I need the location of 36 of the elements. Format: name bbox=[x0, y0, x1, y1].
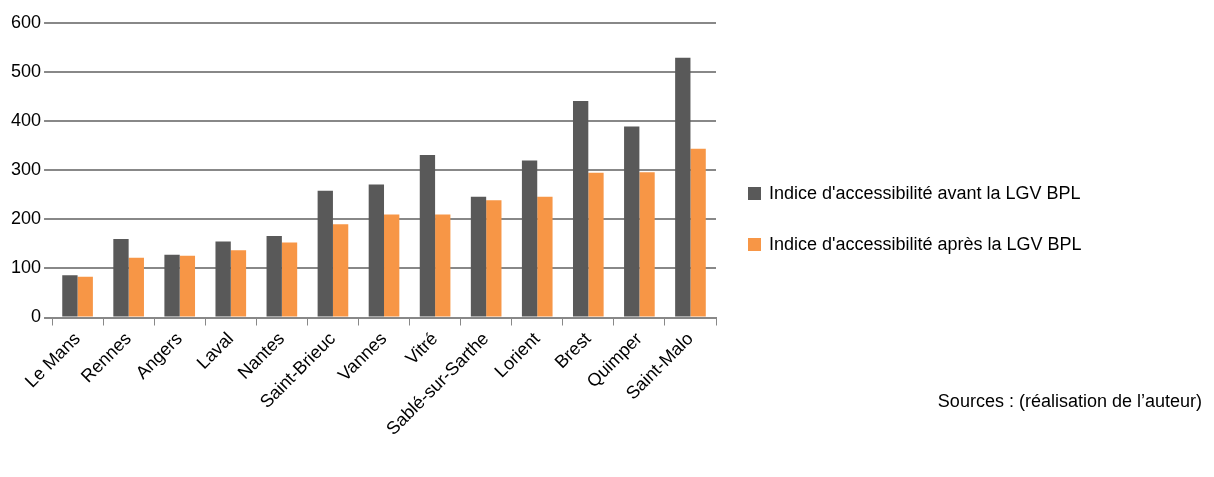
bar bbox=[266, 236, 282, 317]
bar bbox=[77, 276, 93, 317]
y-tick-label: 300 bbox=[10, 159, 42, 180]
bar bbox=[128, 257, 144, 317]
bar bbox=[230, 250, 247, 317]
bar bbox=[332, 224, 349, 317]
y-tick-label: 600 bbox=[10, 11, 42, 32]
y-tick-label: 200 bbox=[10, 208, 42, 229]
legend-label: Indice d'accessibilité avant la LGV BPL bbox=[769, 183, 1081, 204]
bar bbox=[572, 101, 589, 317]
y-tick-label: 400 bbox=[10, 110, 42, 131]
bar bbox=[164, 254, 180, 317]
source-note: Sources : (réalisation de l’auteur) bbox=[937, 391, 1202, 412]
bar bbox=[537, 196, 553, 317]
bar bbox=[639, 172, 655, 317]
bar bbox=[690, 148, 706, 317]
bar bbox=[384, 214, 400, 317]
bar bbox=[588, 172, 604, 317]
legend-label: Indice d'accessibilité après la LGV BPL bbox=[769, 234, 1082, 255]
bar bbox=[179, 255, 196, 317]
bar bbox=[62, 275, 78, 317]
bar bbox=[470, 196, 487, 317]
bar bbox=[368, 184, 385, 317]
y-tick-label: 500 bbox=[10, 61, 42, 82]
bar bbox=[624, 126, 640, 317]
bar bbox=[675, 57, 691, 317]
bar bbox=[419, 155, 436, 317]
y-tick-label: 0 bbox=[31, 306, 42, 327]
bar bbox=[215, 241, 231, 317]
bar bbox=[486, 200, 502, 317]
bar bbox=[521, 160, 538, 317]
bar bbox=[113, 238, 129, 317]
bar bbox=[317, 190, 333, 317]
bar bbox=[435, 214, 451, 317]
y-tick-label: 100 bbox=[10, 257, 42, 278]
bar bbox=[281, 242, 298, 317]
